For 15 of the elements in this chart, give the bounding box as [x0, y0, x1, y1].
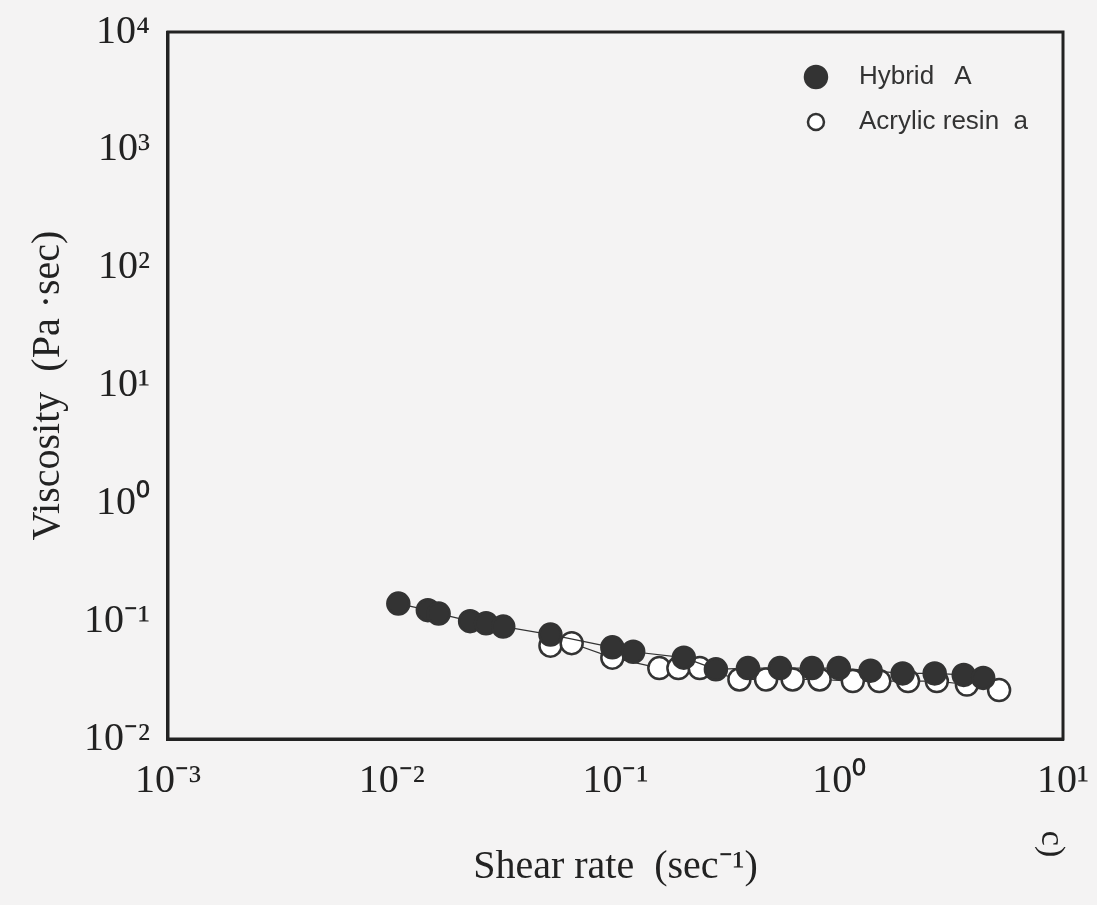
y-tick-label: 10⁰ [95, 477, 150, 523]
legend-label: Acrylic resin a [858, 105, 1029, 136]
y-tick-label: 10² [97, 242, 150, 288]
text: c) [1035, 830, 1073, 858]
y-tick-label: 10¹ [97, 360, 150, 405]
y-tick-label: 10³ [97, 124, 150, 170]
y-axis-title: Viscosity (Pa ·sec) [22, 230, 68, 541]
x-tick-label: 10⁻² [358, 755, 425, 801]
x-tick-label: 10⁰ [812, 755, 867, 801]
y-tick-label: 10⁴ [96, 6, 150, 52]
x-tick-label: 10⁻¹ [582, 755, 649, 801]
legend-label: Hybrid A [858, 60, 973, 91]
y-tick-label: 10⁻¹ [83, 595, 150, 641]
x-tick-label: 10¹ [1037, 755, 1089, 801]
x-axis-title: Shear rate (sec⁻¹) [473, 841, 758, 887]
